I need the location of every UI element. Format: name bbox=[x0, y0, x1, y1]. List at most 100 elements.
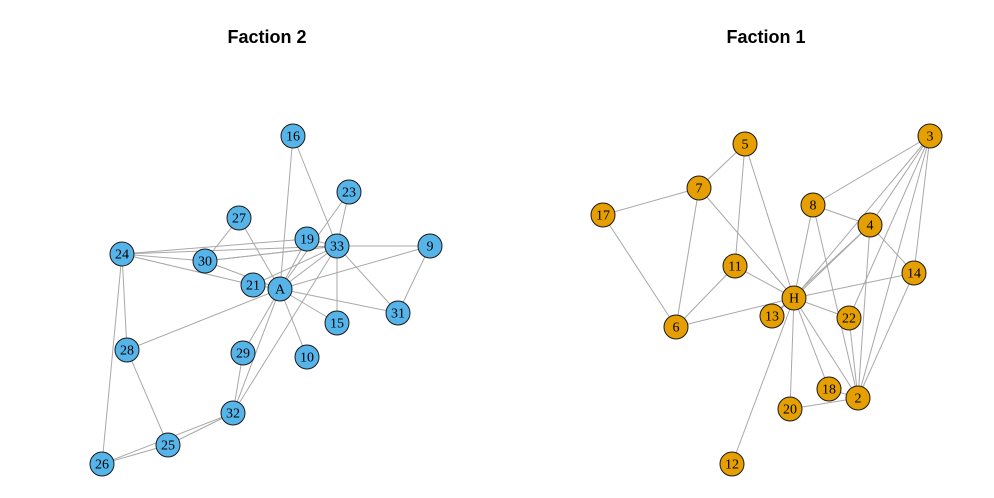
faction-2-title: Faction 2 bbox=[227, 27, 307, 47]
edge-27-A bbox=[238, 217, 281, 290]
node-circle bbox=[590, 202, 616, 228]
node-31: 31 bbox=[385, 300, 411, 326]
node-circle bbox=[240, 272, 266, 298]
edge-H-12 bbox=[731, 297, 795, 465]
node-label: 6 bbox=[673, 321, 680, 336]
edge-H-2 bbox=[793, 297, 859, 399]
edge-H-8 bbox=[793, 204, 814, 299]
edge-24-28 bbox=[121, 253, 128, 351]
node-circle bbox=[759, 303, 785, 329]
node-27: 27 bbox=[226, 205, 252, 231]
edge-4-3 bbox=[869, 135, 931, 226]
node-label: 18 bbox=[822, 383, 836, 398]
edge-8-2 bbox=[812, 204, 859, 399]
node-13: 13 bbox=[759, 303, 785, 329]
edge-3-22 bbox=[848, 135, 931, 319]
node-33: 33 bbox=[324, 233, 350, 259]
node-label: 24 bbox=[115, 248, 129, 263]
node-6: 6 bbox=[663, 314, 689, 340]
edge-24-30 bbox=[121, 253, 206, 262]
node-label: 27 bbox=[232, 212, 246, 227]
node-circle bbox=[267, 276, 293, 302]
node-label: 28 bbox=[120, 344, 134, 359]
edge-A-32 bbox=[232, 288, 281, 414]
node-9: 9 bbox=[417, 233, 443, 259]
node-label: 23 bbox=[342, 186, 356, 201]
edge-5-11 bbox=[734, 143, 746, 267]
node-circle bbox=[192, 248, 218, 274]
edge-A-28 bbox=[126, 288, 281, 351]
edge-33-32 bbox=[232, 245, 338, 414]
node-2: 2 bbox=[845, 385, 871, 411]
node-circle bbox=[719, 451, 745, 477]
node-label: 22 bbox=[842, 312, 856, 327]
node-label: 8 bbox=[810, 199, 817, 214]
node-22: 22 bbox=[836, 305, 862, 331]
edge-3-2 bbox=[857, 135, 931, 399]
edge-16-A bbox=[279, 135, 294, 290]
node-label: 14 bbox=[907, 267, 921, 282]
edge-33-31 bbox=[336, 245, 399, 314]
edge-16-33 bbox=[292, 135, 338, 247]
node-label: 32 bbox=[226, 407, 240, 422]
node-32: 32 bbox=[220, 400, 246, 426]
node-circle bbox=[294, 226, 320, 252]
node-21: 21 bbox=[240, 272, 266, 298]
node-label: 9 bbox=[427, 240, 434, 255]
node-label: 3 bbox=[927, 130, 934, 145]
edge-8-3 bbox=[812, 135, 931, 206]
node-11: 11 bbox=[722, 253, 748, 279]
node-label: 29 bbox=[236, 347, 250, 362]
edge-14-2 bbox=[857, 272, 915, 399]
node-label: 10 bbox=[300, 351, 314, 366]
node-label: 2 bbox=[855, 392, 862, 407]
node-circle bbox=[385, 300, 411, 326]
node-25: 25 bbox=[155, 432, 181, 458]
edge-9-A bbox=[279, 245, 431, 290]
node-label: 33 bbox=[330, 240, 344, 255]
node-label: 7 bbox=[696, 182, 703, 197]
node-label: 26 bbox=[95, 458, 109, 473]
node-circle bbox=[901, 260, 927, 286]
node-20: 20 bbox=[777, 396, 803, 422]
node-circle bbox=[226, 205, 252, 231]
node-label: 11 bbox=[728, 260, 741, 275]
edge-24-19 bbox=[121, 238, 308, 255]
edge-33-21 bbox=[252, 245, 338, 286]
node-circle bbox=[220, 400, 246, 426]
node-circle bbox=[114, 337, 140, 363]
node-label: 30 bbox=[198, 255, 212, 270]
edge-A-31 bbox=[279, 288, 399, 314]
edge-17-6 bbox=[602, 214, 677, 328]
node-circle bbox=[294, 344, 320, 370]
node-circle bbox=[280, 123, 306, 149]
edge-3-14 bbox=[913, 135, 931, 274]
node-8: 8 bbox=[800, 192, 826, 218]
node-17: 17 bbox=[590, 202, 616, 228]
node-circle bbox=[732, 131, 758, 157]
node-16: 16 bbox=[280, 123, 306, 149]
node-circle bbox=[686, 175, 712, 201]
node-circle bbox=[857, 212, 883, 238]
node-label: 16 bbox=[286, 130, 300, 145]
edge-6-H bbox=[675, 297, 795, 328]
node-label: 31 bbox=[391, 307, 405, 322]
node-circle bbox=[336, 179, 362, 205]
edge-7-6 bbox=[675, 187, 700, 328]
node-circle bbox=[781, 285, 807, 311]
node-circle bbox=[109, 241, 135, 267]
node-circle bbox=[89, 451, 115, 477]
node-14: 14 bbox=[901, 260, 927, 286]
node-24: 24 bbox=[109, 241, 135, 267]
node-7: 7 bbox=[686, 175, 712, 201]
node-label: 25 bbox=[161, 439, 175, 454]
node-23: 23 bbox=[336, 179, 362, 205]
node-circle bbox=[324, 310, 350, 336]
node-circle bbox=[155, 432, 181, 458]
node-A: A bbox=[267, 276, 293, 302]
node-label: 15 bbox=[330, 317, 344, 332]
node-circle bbox=[663, 314, 689, 340]
node-26: 26 bbox=[89, 451, 115, 477]
edge-28-25 bbox=[126, 349, 169, 446]
